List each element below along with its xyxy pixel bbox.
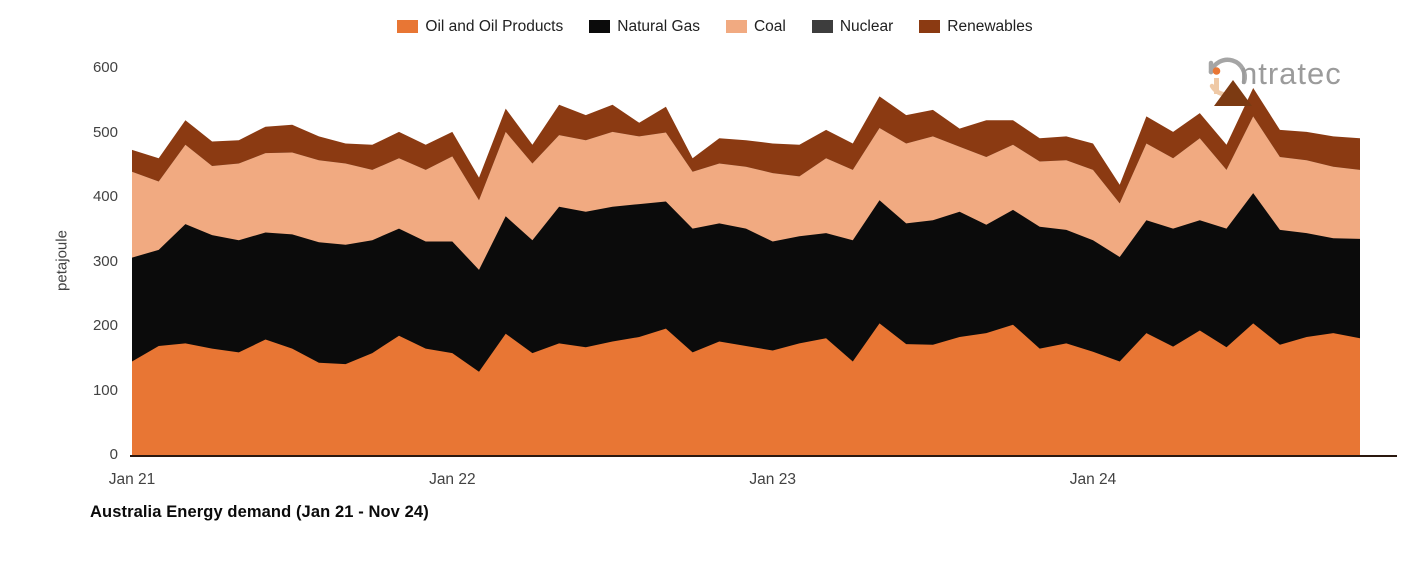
chart-legend: Oil and Oil Products Natural Gas Coal Nucle… xyxy=(130,19,1300,35)
logo-wordmark: ntratec xyxy=(1240,56,1342,91)
series-area-oil-and-oil-products xyxy=(132,323,1360,455)
legend-swatch-renewables xyxy=(919,20,941,34)
y-tick-label: 500 xyxy=(92,123,118,141)
x-tick-label: Jan 24 xyxy=(1069,471,1117,488)
legend-item-renewables[interactable]: Renewables xyxy=(919,18,1033,35)
legend-item-natural-gas[interactable]: Natural Gas xyxy=(589,19,700,35)
legend-swatch-nuclear xyxy=(811,20,833,34)
legend-swatch-oil-and-oil-products xyxy=(397,20,419,34)
legend-label: Oil and Oil Products xyxy=(425,18,564,35)
y-tick-label: 200 xyxy=(92,317,118,334)
chart-title: Australia Energy demand (Jan 21 - Nov 24… xyxy=(90,503,429,521)
x-axis-line xyxy=(130,455,1397,457)
logo-triangle-icon xyxy=(1214,80,1252,106)
legend-label: Coal xyxy=(753,18,786,35)
logo-arc-gray xyxy=(1208,57,1247,85)
legend-swatch-natural-gas xyxy=(589,20,611,34)
intratec-logo-mark xyxy=(1208,57,1252,106)
y-tick-label: 400 xyxy=(92,188,118,205)
legend-swatch-coal xyxy=(725,20,747,34)
legend-label: Renewables xyxy=(947,18,1033,35)
legend-item-nuclear[interactable]: Nuclear xyxy=(811,18,894,35)
legend-label: Nuclear xyxy=(839,18,894,35)
y-tick-label: 600 xyxy=(92,59,118,76)
x-tick-label: Jan 21 xyxy=(108,471,156,488)
logo-i-stem xyxy=(1214,78,1219,94)
y-tick-label: 300 xyxy=(92,252,118,270)
legend-item-oil-and-oil-products[interactable]: Oil and Oil Products xyxy=(397,19,563,35)
y-tick-label: 0 xyxy=(109,446,118,463)
x-tick-label: Jan 22 xyxy=(429,471,476,488)
intratec-logo: ntratec xyxy=(1198,44,1368,108)
y-tick-label: 100 xyxy=(92,381,118,399)
legend-item-coal[interactable]: Coal xyxy=(725,18,786,35)
logo-i-dot xyxy=(1212,67,1221,75)
legend-label: Natural Gas xyxy=(617,18,700,35)
x-tick-label: Jan 23 xyxy=(749,471,796,488)
